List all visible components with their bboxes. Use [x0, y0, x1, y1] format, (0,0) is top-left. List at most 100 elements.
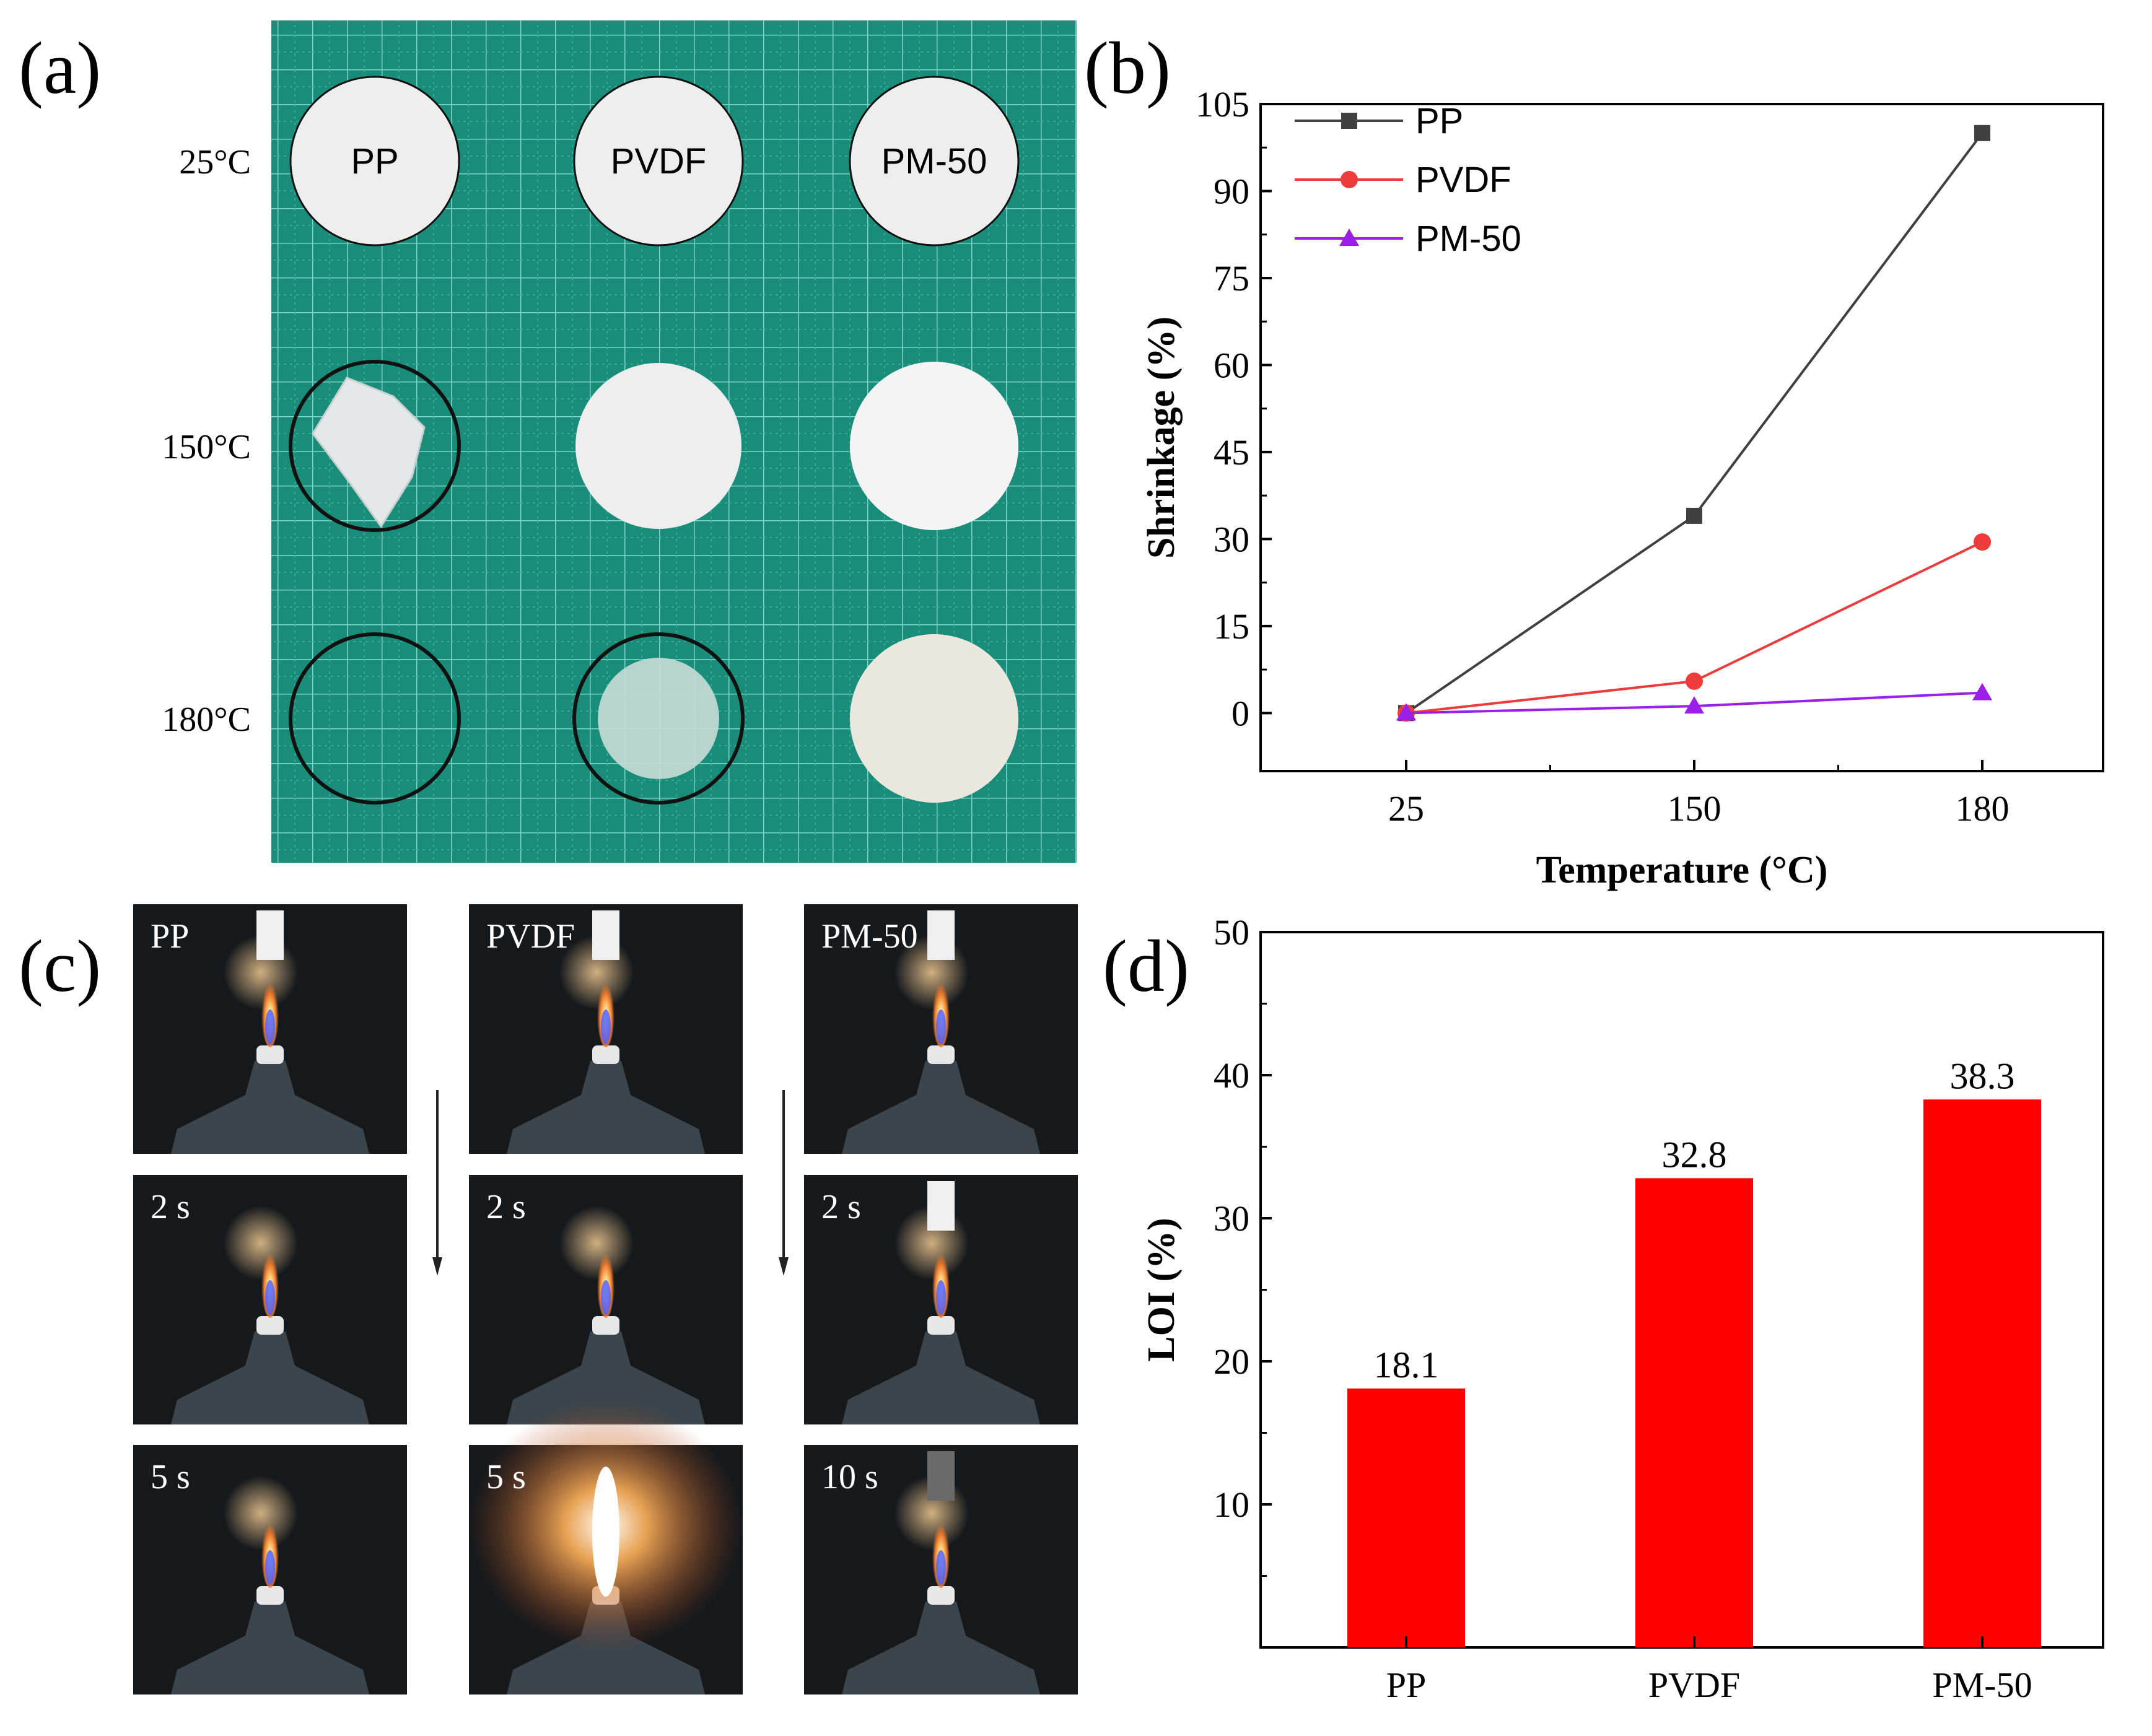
temperature-row-label: 25°C: [179, 143, 251, 181]
lamp-wick-holder: [256, 1316, 284, 1335]
burn-frame: 10 s: [804, 1445, 1078, 1695]
original-outline-circle: [289, 360, 461, 532]
y-tick-label: 15: [1214, 606, 1249, 647]
alcohol-lamp: [171, 1602, 369, 1695]
y-tick-label: 50: [1214, 912, 1249, 953]
flame-blue-core: [936, 1280, 946, 1315]
flame-blue-core: [936, 1550, 946, 1585]
flame-blue-core: [265, 1280, 275, 1315]
y-tick-label: 30: [1214, 519, 1249, 559]
flame-glow: [559, 1206, 634, 1280]
x-tick-label: PP: [1386, 1665, 1427, 1705]
data-point-pm-50: [1972, 683, 1992, 700]
lamp-wick-holder: [256, 1586, 284, 1605]
burning-test-photo: PP 2 s 5 s PVDF 2 s 5 s PM-50 2 s 10 s: [133, 904, 1078, 1695]
x-tick-label: PM-50: [1932, 1665, 2032, 1705]
alcohol-lamp: [842, 1602, 1040, 1695]
separator-disc: [849, 76, 1020, 246]
frame-label: PVDF: [486, 917, 575, 956]
separator-sample-strip: [592, 910, 619, 960]
data-point-pvdf: [1686, 672, 1703, 690]
y-tick-label: 0: [1231, 693, 1249, 733]
shrunk-pvdf-separator: [598, 658, 719, 779]
temperature-row-label: 150°C: [162, 428, 251, 466]
lamp-wick-holder: [256, 1045, 284, 1064]
panel-c-label: (c): [19, 925, 101, 1007]
y-tick-label: 10: [1214, 1485, 1249, 1525]
panel-d-label: (d): [1103, 925, 1189, 1007]
alcohol-lamp: [842, 1061, 1040, 1154]
panel-a-label: (a): [19, 27, 101, 109]
y-axis-title: LOI (%): [1140, 1218, 1183, 1362]
y-tick-label: 105: [1196, 84, 1249, 124]
lamp-wick-holder: [592, 1316, 619, 1335]
legend-label: PP: [1415, 101, 1463, 141]
burn-frame: 2 s: [133, 1175, 407, 1424]
frame-label: 2 s: [821, 1188, 861, 1226]
y-tick-label: 60: [1214, 345, 1249, 385]
burn-frame: 5 s: [133, 1445, 407, 1695]
frame-label: 2 s: [151, 1188, 190, 1226]
panel-b-label: (b): [1084, 27, 1171, 109]
loi-bar-chart: 10 20 30 40 50 18.1 PP 32.8 PVDF 38.3 PM-50 LOI (%): [1140, 912, 2104, 1705]
separator-disc: [289, 76, 460, 246]
legend-label: PM-50: [1415, 219, 1521, 259]
data-point-pm-50: [1684, 696, 1704, 714]
frame-label: 2 s: [486, 1188, 526, 1226]
flame-glow: [224, 1206, 298, 1280]
y-tick-label: 20: [1214, 1341, 1249, 1382]
y-tick-label: 45: [1214, 432, 1249, 473]
x-axis-title: Temperature (°C): [1536, 849, 1828, 891]
x-tick-label: 150: [1668, 788, 1721, 829]
shrunk-pp-separator: [312, 377, 426, 528]
y-tick-label: 40: [1214, 1055, 1249, 1096]
burn-frame: PM-50: [804, 904, 1078, 1154]
data-point-pp: [1686, 507, 1702, 524]
x-tick-label: 25: [1388, 788, 1424, 829]
flame-blue-core: [936, 1010, 946, 1044]
time-arrow-head: [779, 1257, 789, 1276]
bar-data-label: 38.3: [1950, 1055, 2015, 1096]
separator-disc: [575, 363, 741, 529]
flame-blue-core: [601, 1280, 611, 1315]
flame-blue-core: [265, 1550, 275, 1585]
lamp-wick-holder: [927, 1045, 955, 1064]
shrinkage-line-chart: 0 15 30 45 60 75 90 105 25 150 180 Temperature (°C)…: [1140, 84, 2104, 891]
separator-sample-strip: [927, 1181, 955, 1231]
burn-frame: 2 s: [469, 1175, 743, 1424]
data-point-pp: [1974, 124, 1990, 141]
burn-frame: 2 s: [804, 1175, 1078, 1424]
flame: [592, 1467, 619, 1597]
lamp-wick-holder: [927, 1586, 955, 1605]
lamp-wick-holder: [592, 1045, 619, 1064]
separator-sample-strip: [927, 1451, 955, 1501]
y-axis-title: Shrinkage (%): [1140, 316, 1183, 559]
legend-label: PVDF: [1415, 160, 1511, 200]
disc-sample-label: PP: [351, 141, 398, 181]
separator-disc: [573, 76, 744, 246]
legend-marker: [1341, 171, 1358, 188]
frame-label: 5 s: [151, 1458, 190, 1496]
bar-data-label: 32.8: [1662, 1134, 1727, 1175]
original-outline-circle: [572, 632, 745, 805]
lamp-wick-holder: [927, 1316, 955, 1335]
x-tick-label: PVDF: [1648, 1665, 1740, 1705]
disc-sample-label: PM-50: [881, 141, 987, 181]
alcohol-lamp: [842, 1332, 1040, 1424]
alcohol-lamp: [171, 1332, 369, 1424]
data-point-pvdf: [1974, 533, 1991, 551]
burn-frame: PP: [133, 904, 407, 1154]
bar-pp: [1347, 1388, 1465, 1647]
bar-pvdf: [1635, 1178, 1753, 1647]
y-tick-label: 75: [1214, 258, 1249, 299]
frame-label: 10 s: [821, 1458, 878, 1496]
frame-label: 5 s: [486, 1458, 526, 1496]
plot-frame: [1259, 103, 2104, 772]
alcohol-lamp: [507, 1061, 705, 1154]
temperature-row-label: 180°C: [162, 700, 251, 739]
flame-blue-core: [265, 1010, 275, 1044]
bar-pm-50: [1923, 1099, 2041, 1647]
separator-disc: [850, 634, 1018, 803]
alcohol-lamp: [171, 1061, 369, 1154]
